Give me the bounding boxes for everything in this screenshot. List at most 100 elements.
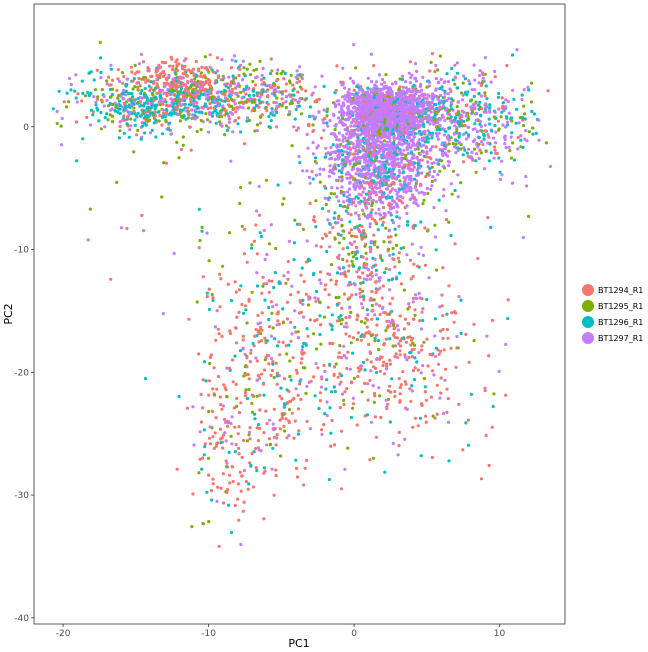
data-point <box>269 119 273 123</box>
data-point <box>229 421 233 426</box>
data-point <box>370 265 374 269</box>
data-point <box>285 352 289 356</box>
data-point <box>172 98 176 102</box>
data-point <box>225 488 230 492</box>
data-point <box>358 287 362 291</box>
data-point <box>437 162 441 166</box>
data-point <box>434 145 438 149</box>
data-point <box>285 300 290 304</box>
data-point <box>350 120 354 124</box>
data-point <box>260 73 264 77</box>
data-point <box>353 283 357 287</box>
data-point <box>224 388 228 392</box>
data-point <box>251 79 255 84</box>
data-point <box>258 408 262 412</box>
data-point <box>413 185 417 190</box>
data-point <box>381 205 386 210</box>
data-point <box>392 257 396 262</box>
data-point <box>215 69 220 73</box>
data-point <box>337 110 342 114</box>
data-point <box>432 206 436 210</box>
data-point <box>413 147 417 152</box>
data-point <box>479 83 483 87</box>
data-point <box>130 101 134 105</box>
data-point <box>473 122 477 126</box>
data-point <box>374 220 378 224</box>
data-point <box>203 90 207 94</box>
data-point <box>124 89 128 93</box>
data-point <box>326 218 330 222</box>
data-point <box>284 100 288 104</box>
data-point <box>165 94 169 98</box>
data-point <box>393 355 397 359</box>
data-point <box>360 224 364 228</box>
data-point <box>438 87 442 91</box>
data-point <box>408 387 412 391</box>
data-point <box>239 130 243 134</box>
data-point <box>176 92 180 96</box>
data-point <box>333 157 337 161</box>
data-point <box>361 255 365 259</box>
data-point <box>462 74 466 78</box>
data-point <box>233 503 237 508</box>
data-point <box>402 170 406 174</box>
data-point <box>368 277 372 281</box>
data-point <box>397 430 401 434</box>
data-point <box>363 172 367 176</box>
data-point <box>351 396 355 400</box>
data-point <box>195 129 199 134</box>
data-point <box>148 111 153 115</box>
data-point <box>363 244 367 248</box>
data-point <box>435 412 439 416</box>
data-point <box>302 483 306 487</box>
data-point <box>412 153 416 157</box>
data-point <box>426 229 430 233</box>
data-point <box>257 331 261 335</box>
data-point <box>423 385 427 389</box>
data-point <box>379 256 383 260</box>
data-point <box>292 93 296 97</box>
data-point <box>254 466 258 470</box>
data-point <box>244 308 248 312</box>
data-point <box>265 109 269 113</box>
data-point <box>87 71 91 75</box>
data-point <box>380 82 384 86</box>
data-point <box>234 76 238 80</box>
data-point <box>186 109 190 113</box>
data-point <box>358 291 362 295</box>
data-point <box>423 116 427 121</box>
data-point <box>486 133 490 137</box>
data-point <box>447 108 451 112</box>
data-point <box>293 325 297 329</box>
data-point <box>97 119 101 123</box>
data-point <box>527 130 531 134</box>
data-point <box>385 326 389 330</box>
data-point <box>286 260 290 264</box>
data-point <box>260 372 264 376</box>
data-point <box>204 112 208 116</box>
data-point <box>475 130 480 134</box>
data-point <box>414 79 418 83</box>
data-point <box>311 272 316 277</box>
data-point <box>230 358 235 362</box>
data-point <box>377 207 381 211</box>
data-point <box>341 117 345 121</box>
data-point <box>473 127 477 131</box>
data-point <box>390 93 394 97</box>
data-point <box>411 168 415 172</box>
data-point <box>500 159 504 163</box>
data-point <box>433 334 437 338</box>
data-point <box>421 150 426 154</box>
data-point <box>412 378 416 382</box>
data-point <box>185 406 189 410</box>
data-point <box>430 161 434 165</box>
data-point <box>398 85 402 89</box>
data-point <box>451 169 456 173</box>
data-point <box>312 375 316 379</box>
data-point <box>263 469 267 473</box>
data-point <box>374 273 378 277</box>
data-points-layer <box>51 40 553 548</box>
data-point <box>402 336 406 340</box>
data-point <box>102 104 106 108</box>
data-point <box>129 124 133 128</box>
